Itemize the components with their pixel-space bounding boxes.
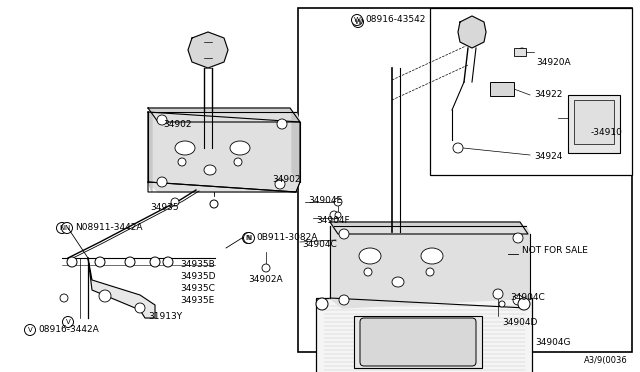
Text: 34904F: 34904F <box>316 216 349 225</box>
Circle shape <box>63 317 74 327</box>
Text: 34904D: 34904D <box>502 318 538 327</box>
Bar <box>568 95 620 153</box>
Polygon shape <box>148 112 300 192</box>
Circle shape <box>335 212 341 218</box>
Circle shape <box>95 257 105 267</box>
Text: 34904C: 34904C <box>510 293 545 302</box>
Circle shape <box>171 198 179 206</box>
Bar <box>574 100 614 144</box>
Text: 0B911-3082A: 0B911-3082A <box>256 234 317 243</box>
Circle shape <box>125 257 135 267</box>
Circle shape <box>210 200 218 208</box>
Circle shape <box>453 143 463 153</box>
Polygon shape <box>292 112 300 182</box>
Circle shape <box>493 289 503 299</box>
Bar <box>354 316 482 368</box>
Circle shape <box>351 15 362 26</box>
Circle shape <box>157 177 167 187</box>
Circle shape <box>353 16 364 28</box>
Text: N: N <box>65 225 70 231</box>
Ellipse shape <box>230 141 250 155</box>
Text: NOT FOR SALE: NOT FOR SALE <box>522 246 588 255</box>
Ellipse shape <box>392 277 404 287</box>
Text: 34935B: 34935B <box>180 260 215 269</box>
Text: 34922: 34922 <box>534 90 563 99</box>
Text: 34935: 34935 <box>150 203 179 212</box>
Ellipse shape <box>178 158 186 166</box>
Text: N08911-3442A: N08911-3442A <box>75 224 143 232</box>
Circle shape <box>518 48 526 56</box>
Circle shape <box>61 222 72 234</box>
Text: 08916-43542: 08916-43542 <box>365 16 426 25</box>
Circle shape <box>518 298 530 310</box>
Text: N: N <box>246 235 252 241</box>
Text: W: W <box>353 17 360 23</box>
Text: -34910: -34910 <box>590 128 622 137</box>
Text: W: W <box>355 19 362 25</box>
Circle shape <box>243 232 253 244</box>
Text: 34935E: 34935E <box>180 296 214 305</box>
Circle shape <box>316 298 328 310</box>
Text: N: N <box>60 225 65 231</box>
Text: N: N <box>245 235 251 241</box>
Ellipse shape <box>175 141 195 155</box>
Text: V: V <box>66 319 70 325</box>
Circle shape <box>67 257 77 267</box>
Ellipse shape <box>359 248 381 264</box>
Polygon shape <box>458 16 486 48</box>
Circle shape <box>339 295 349 305</box>
Circle shape <box>99 290 111 302</box>
Text: 34902: 34902 <box>163 120 191 129</box>
Text: 34902: 34902 <box>272 175 301 184</box>
Circle shape <box>262 264 270 272</box>
Circle shape <box>275 179 285 189</box>
Circle shape <box>513 233 523 243</box>
Bar <box>490 82 514 96</box>
Ellipse shape <box>426 268 434 276</box>
Circle shape <box>56 222 67 234</box>
Circle shape <box>330 211 338 219</box>
Text: 34935C: 34935C <box>180 284 215 293</box>
Text: 08916-3442A: 08916-3442A <box>38 326 99 334</box>
Text: 31913Y: 31913Y <box>148 312 182 321</box>
Polygon shape <box>88 258 155 318</box>
Circle shape <box>24 324 35 336</box>
Circle shape <box>334 198 342 206</box>
Polygon shape <box>330 222 528 234</box>
Circle shape <box>277 119 287 129</box>
Ellipse shape <box>234 158 242 166</box>
FancyBboxPatch shape <box>360 318 476 366</box>
Text: 34904E: 34904E <box>308 196 342 205</box>
Polygon shape <box>188 32 228 68</box>
Polygon shape <box>330 226 530 308</box>
Circle shape <box>60 294 68 302</box>
Polygon shape <box>148 108 300 122</box>
Circle shape <box>157 115 167 125</box>
Ellipse shape <box>364 268 372 276</box>
Bar <box>514 48 526 56</box>
Text: V: V <box>28 327 33 333</box>
Circle shape <box>243 232 255 244</box>
Bar <box>316 298 532 372</box>
Text: 34904G: 34904G <box>535 338 570 347</box>
Polygon shape <box>148 112 152 192</box>
Text: A3/9(0036: A3/9(0036 <box>584 356 628 365</box>
Text: 34935D: 34935D <box>180 272 216 281</box>
Text: 34920A: 34920A <box>536 58 571 67</box>
Ellipse shape <box>204 165 216 175</box>
Bar <box>298 8 632 352</box>
Text: 34924: 34924 <box>534 152 563 161</box>
Circle shape <box>339 229 349 239</box>
Ellipse shape <box>421 248 443 264</box>
Circle shape <box>499 301 505 307</box>
Circle shape <box>513 295 523 305</box>
Circle shape <box>135 303 145 313</box>
Text: 34902A: 34902A <box>248 275 283 284</box>
Text: 34904C: 34904C <box>302 240 337 249</box>
Circle shape <box>150 257 160 267</box>
Circle shape <box>163 257 173 267</box>
Bar <box>430 8 632 175</box>
